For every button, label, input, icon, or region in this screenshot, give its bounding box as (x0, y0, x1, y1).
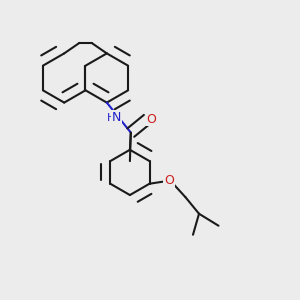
Text: O: O (146, 112, 156, 126)
Text: H: H (107, 112, 116, 123)
Text: O: O (164, 174, 174, 187)
Text: N: N (112, 111, 122, 124)
